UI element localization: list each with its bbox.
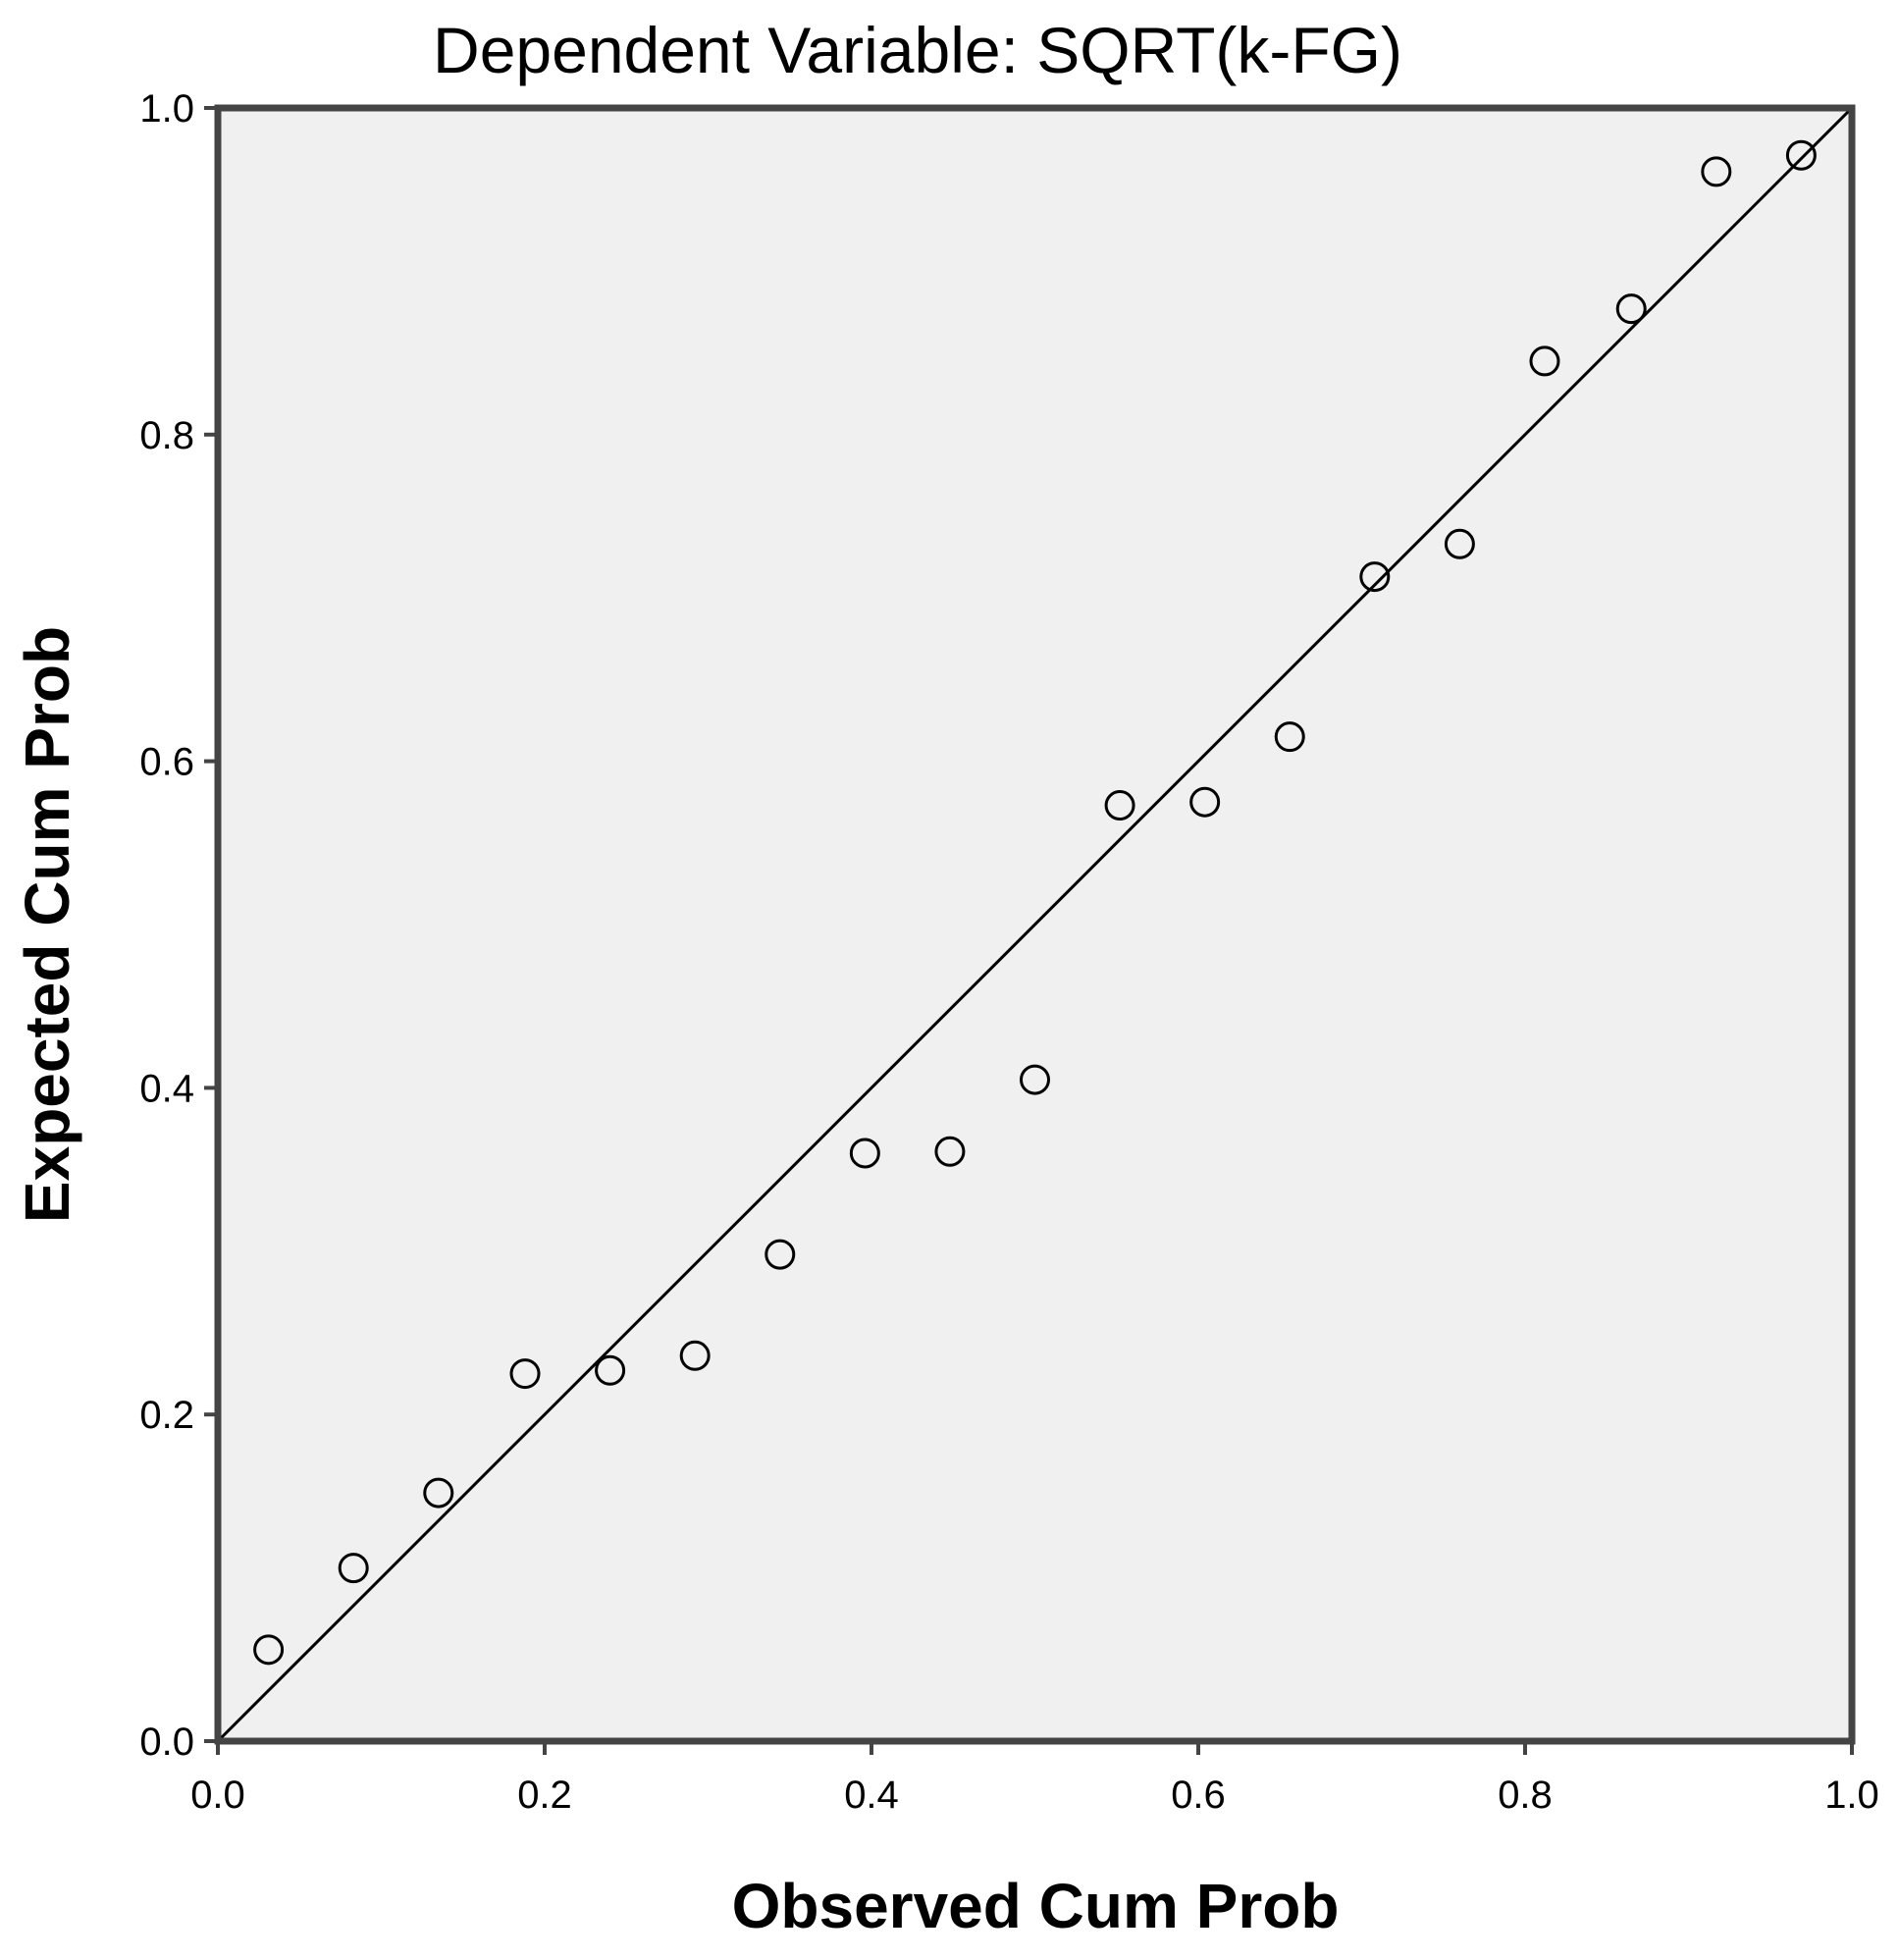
data-point [338,1553,369,1584]
y-tick-label: 0.2 [139,1394,194,1437]
data-points [253,139,1817,1666]
x-tick-label: 0.8 [1498,1774,1553,1817]
data-point [509,1358,541,1390]
y-tick-label: 0.0 [139,1721,194,1764]
x-tick-label: 0.6 [1171,1774,1226,1817]
data-point [849,1138,880,1169]
data-point [1274,721,1305,753]
data-point [765,1239,796,1270]
x-tick-label: 0.0 [190,1774,245,1817]
data-point [1444,528,1475,559]
data-point [423,1477,454,1509]
plot-frame [214,104,1856,1745]
y-axis-title: Expected Cum Prob [12,626,82,1223]
y-tick-label: 0.4 [139,1067,194,1110]
data-point [1359,561,1391,593]
data-point [1615,293,1647,325]
chart-title: Dependent Variable: SQRT(k-FG) [433,14,1402,86]
y-tick-label: 0.6 [139,741,194,784]
data-point [595,1354,626,1386]
y-tick-label: 0.8 [139,414,194,457]
data-point [1701,156,1732,187]
axis-ticks: 0.0 0.2 0.4 0.6 0.8 1.0 0.0 0.2 0.4 0.6 0.8 1.0 [139,87,1878,1817]
x-tick-label: 0.4 [844,1774,899,1817]
x-tick-label: 0.2 [517,1774,572,1817]
data-point [1104,790,1135,821]
data-point [679,1340,711,1371]
y-tick-label: 1.0 [139,87,194,131]
reference-line [216,106,1854,1743]
data-point [1020,1064,1050,1095]
x-tick-label: 1.0 [1824,1774,1879,1817]
data-point [1529,345,1560,377]
data-point [1785,139,1817,171]
data-point [253,1634,285,1666]
data-point [934,1136,966,1167]
x-axis-title: Observed Cum Prob [732,1871,1340,1941]
data-point [1189,786,1221,818]
